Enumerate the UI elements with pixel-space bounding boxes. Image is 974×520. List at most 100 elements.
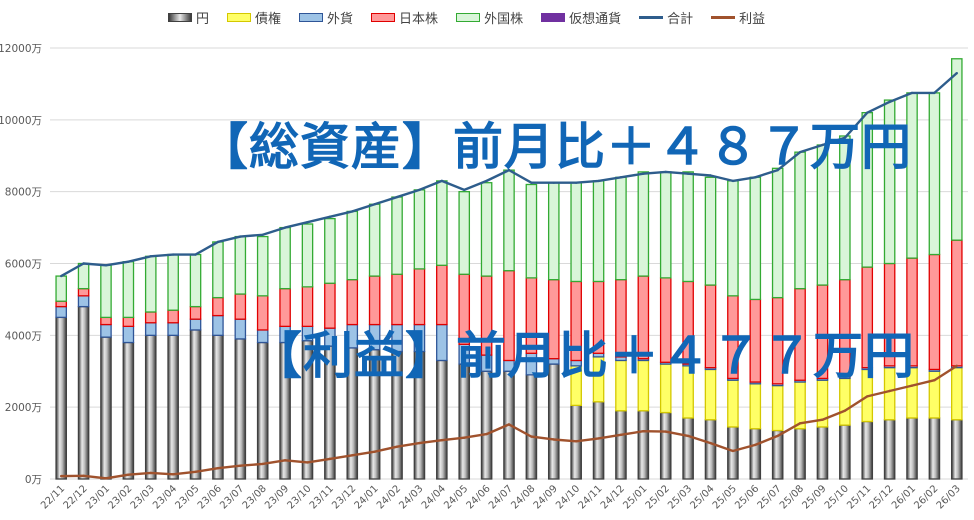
y-tick-label: 12000万 (0, 43, 42, 55)
bar-segment-外国株 (413, 189, 426, 270)
profit-annotation: 【利益】前月比＋４７７万円 (252, 327, 915, 385)
bar-segment-円 (122, 341, 135, 480)
bar-segment-外国株 (144, 255, 157, 313)
bar-segment-日本株 (951, 239, 963, 367)
bar-segment-円 (682, 417, 694, 480)
line-point (933, 379, 936, 382)
x-tick-label: 23/06 (196, 483, 224, 511)
x-tick-label: 25/05 (711, 483, 739, 511)
bar-segment-外貨 (144, 322, 157, 336)
bar-segment-外国株 (547, 182, 560, 281)
legend-label: 外国株 (484, 12, 524, 27)
bar-segment-外国株 (682, 171, 694, 283)
line-point (59, 274, 63, 278)
bar-segment-債権 (749, 383, 762, 430)
line-point (866, 111, 869, 114)
bar-segment-外貨 (55, 305, 67, 319)
line-point (127, 260, 130, 263)
line-point (306, 461, 309, 464)
line-point (507, 168, 511, 172)
line-point (776, 168, 779, 172)
legend-label: 合計 (667, 12, 694, 27)
line-point (171, 253, 175, 256)
bar-segment-円 (794, 428, 806, 480)
x-tick-label: 24/02 (375, 483, 403, 511)
x-tick-label: 24/01 (353, 483, 381, 511)
bar-segment-外国株 (704, 176, 717, 286)
bar-segment-債権 (771, 384, 784, 432)
bar-segment-円 (615, 410, 627, 480)
line-point (843, 409, 847, 412)
line-point (306, 220, 309, 224)
line-point (261, 462, 264, 466)
x-tick-label: 22/11 (39, 483, 67, 511)
line-point (82, 262, 85, 265)
bar-segment-外国株 (951, 58, 963, 241)
line-point (731, 449, 735, 453)
bar-segment-円 (212, 334, 224, 480)
line-point (104, 264, 108, 267)
line-point (530, 181, 533, 184)
x-tick-label: 25/02 (644, 483, 672, 511)
line-point (351, 454, 354, 457)
x-tick-label: 24/03 (397, 483, 425, 511)
legend-item: 円 (168, 8, 209, 27)
bar-segment-円 (525, 374, 538, 480)
line-point (149, 471, 152, 475)
line-point (194, 253, 197, 256)
line-point (440, 179, 444, 183)
x-tick-label: 23/08 (241, 483, 269, 511)
legend-item: 仮想通貨 (541, 8, 621, 27)
x-tick-label: 23/09 (263, 483, 291, 511)
line-point (59, 474, 63, 478)
bar-segment-外国株 (346, 210, 359, 281)
bar-segment-外国株 (928, 92, 941, 256)
line-point (709, 441, 712, 445)
line-point (351, 210, 354, 213)
x-tick-label: 25/08 (778, 483, 806, 511)
x-tick-label: 25/12 (868, 483, 896, 511)
line-point (821, 418, 824, 421)
line-point (955, 364, 959, 368)
bar-segment-円 (749, 428, 762, 480)
x-tick-label: 25/11 (845, 483, 873, 511)
total-assets-annotation: 【総資産】前月比＋４８７万円 (198, 118, 912, 176)
line-point (507, 423, 511, 426)
bar-segment-外国株 (436, 180, 448, 266)
bar-segment-外国株 (122, 261, 135, 319)
line-point (597, 179, 600, 183)
bar-segment-外国株 (503, 169, 515, 272)
x-tick-label: 24/11 (577, 483, 605, 511)
line-point (418, 188, 421, 192)
bar-segment-日本株 (212, 296, 224, 317)
line-point (619, 176, 623, 179)
x-tick-label: 26/02 (912, 483, 940, 511)
line-point (552, 181, 555, 184)
line-point (104, 477, 108, 480)
y-tick-label: 8000万 (5, 187, 42, 199)
bar-segment-日本株 (928, 253, 941, 371)
bar-segment-外国株 (883, 99, 896, 265)
x-tick-label: 24/08 (509, 483, 537, 511)
x-tick-label: 24/04 (420, 483, 448, 511)
bar-segment-外貨 (189, 318, 202, 331)
bar-segment-外国株 (570, 182, 582, 283)
bar-segment-円 (167, 334, 179, 480)
line-point (261, 233, 264, 236)
legend-line-swatch (639, 16, 664, 19)
line-point (574, 181, 578, 184)
line-point (731, 179, 735, 183)
x-tick-label: 24/05 (442, 483, 470, 511)
x-tick-label: 23/02 (106, 483, 134, 511)
bar-segment-円 (861, 420, 874, 480)
line-point (194, 470, 197, 474)
legend-item: 合計 (639, 8, 693, 27)
bar-segment-外国株 (727, 180, 739, 297)
bar-segment-円 (144, 334, 157, 480)
bar-segment-円 (189, 329, 202, 480)
line-point (463, 188, 466, 192)
line-point (843, 136, 847, 139)
bar-segment-外国株 (212, 241, 224, 299)
line-point (642, 430, 645, 433)
line-point (530, 435, 533, 438)
